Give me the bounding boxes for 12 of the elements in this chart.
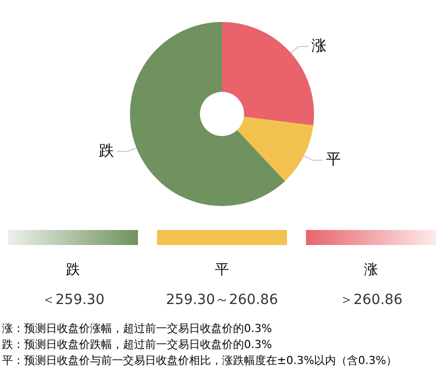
slice-label: 平: [326, 150, 341, 168]
slice-label: 涨: [312, 36, 327, 54]
text: 259.30～260.86: [165, 291, 279, 309]
category-label: 跌: [66, 262, 80, 278]
text: 平：预测日收盘价与前一交易日收盘价相比，涨跌幅度在±0.3%以内（含0.3%）: [2, 353, 398, 369]
text: 跌：预测日收盘价跌幅，超过前一交易日收盘价的0.3%: [2, 337, 273, 353]
slice-label: 跌: [99, 141, 114, 160]
text: ＞260.86: [338, 291, 404, 309]
text: ＜259.30: [40, 291, 106, 309]
text: 涨：预测日收盘价涨幅，超过前一交易日收盘价的0.3%: [2, 321, 273, 337]
category-label: 平: [215, 262, 229, 278]
category-label: 涨: [364, 262, 378, 278]
